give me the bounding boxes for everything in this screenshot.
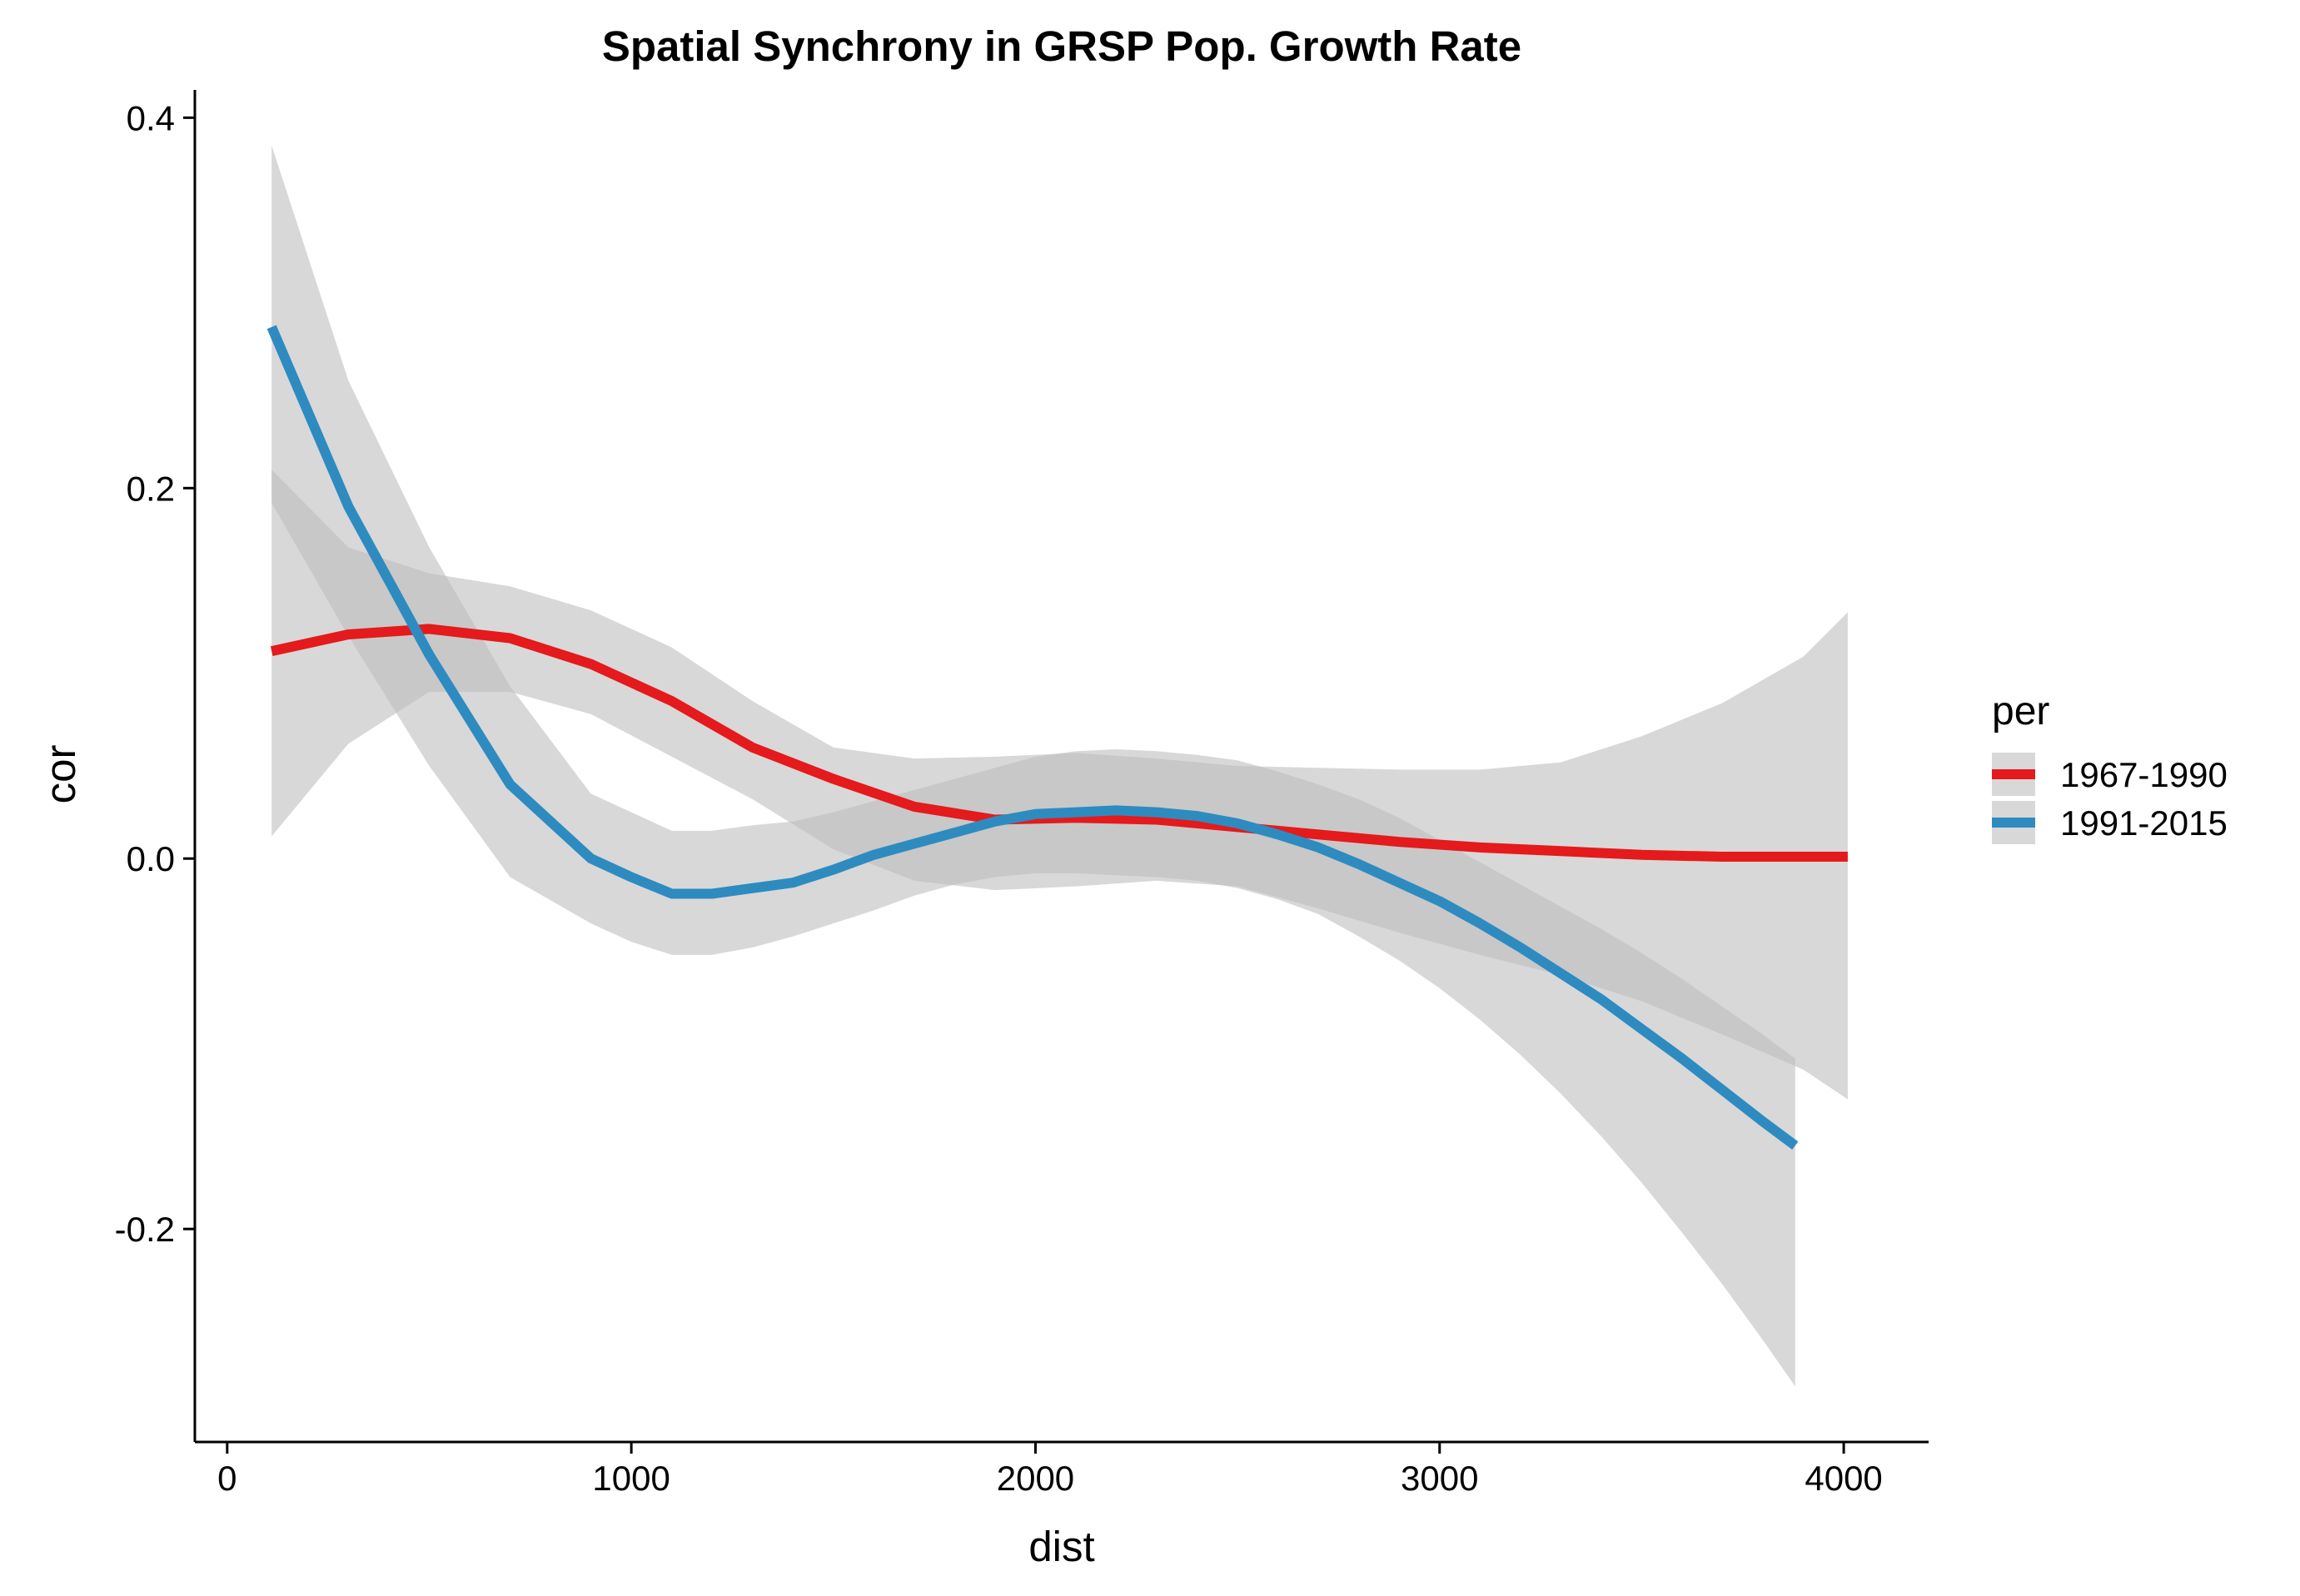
- x-tick-label: 0: [217, 1459, 236, 1498]
- legend-label: 1991-2015: [2060, 803, 2228, 843]
- chart-title: Spatial Synchrony in GRSP Pop. Growth Ra…: [602, 22, 1521, 70]
- y-axis-ticks: -0.2 0.0 0.2 0.4: [115, 98, 195, 1249]
- legend-item: 1967-1990: [1992, 753, 2228, 796]
- x-axis-title: dist: [1028, 1523, 1094, 1570]
- x-axis-ticks: 0 1000 2000 3000 4000: [217, 1442, 1883, 1498]
- y-axis-title: cor: [37, 745, 84, 804]
- series-line-1967-1990: [270, 624, 1848, 862]
- x-tick-label: 3000: [1401, 1459, 1478, 1498]
- legend-label: 1967-1990: [2060, 755, 2228, 794]
- x-tick-label: 1000: [592, 1459, 670, 1498]
- x-tick-label: 2000: [997, 1459, 1074, 1498]
- y-tick-label: 0.2: [127, 469, 175, 508]
- y-tick-label: 0.0: [127, 839, 175, 878]
- series-line-1991-2015: [266, 325, 1799, 1150]
- y-tick-label: -0.2: [115, 1210, 175, 1249]
- legend-title: per: [1992, 689, 2049, 733]
- y-tick-label: 0.4: [127, 98, 175, 137]
- legend-items: 1967-1990 1991-2015: [1992, 753, 2228, 844]
- confidence-band-1991-2015: [271, 145, 1795, 1387]
- legend: per 1967-1990 1991-2015: [1992, 689, 2228, 844]
- legend-item: 1991-2015: [1992, 801, 2228, 844]
- x-tick-label: 4000: [1805, 1459, 1882, 1498]
- series-lines: [266, 325, 1848, 1150]
- confidence-bands: [271, 145, 1848, 1387]
